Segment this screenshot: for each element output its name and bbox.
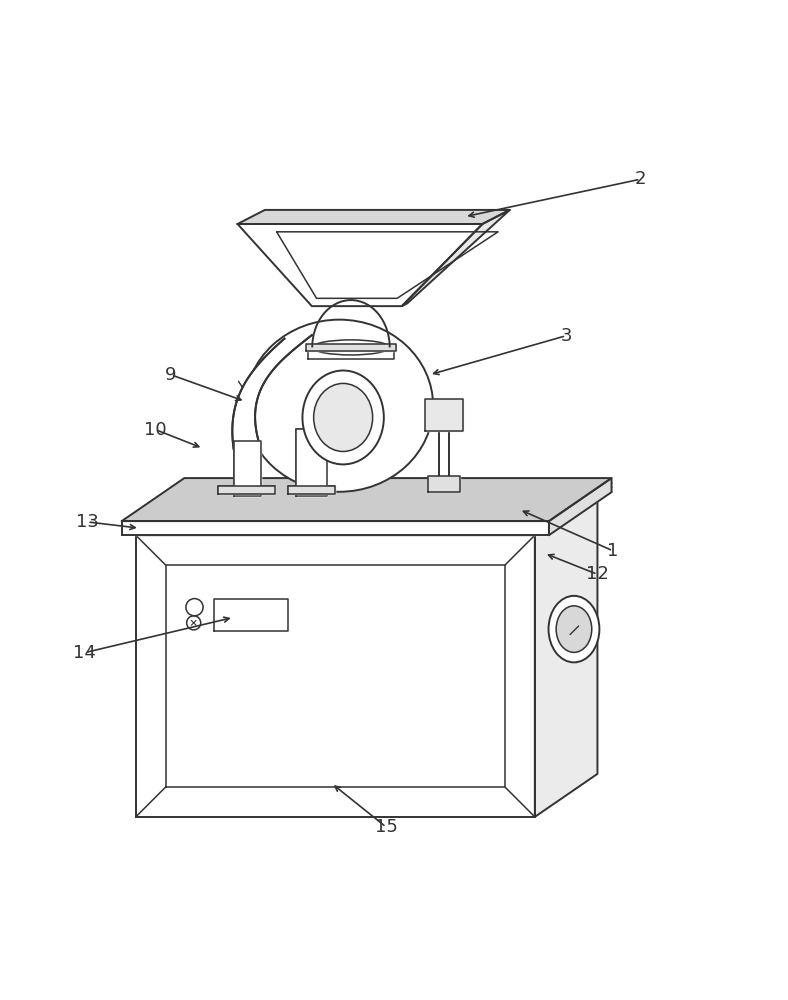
Polygon shape <box>296 429 328 496</box>
Polygon shape <box>288 486 336 494</box>
Ellipse shape <box>303 371 384 464</box>
Text: 2: 2 <box>634 170 646 188</box>
Polygon shape <box>426 399 463 431</box>
Text: 9: 9 <box>165 366 177 384</box>
Polygon shape <box>549 478 611 535</box>
Polygon shape <box>232 335 312 449</box>
Polygon shape <box>233 449 261 496</box>
Polygon shape <box>296 429 328 496</box>
Ellipse shape <box>548 596 600 662</box>
Polygon shape <box>402 210 510 306</box>
Polygon shape <box>136 492 597 535</box>
Ellipse shape <box>245 320 433 492</box>
Ellipse shape <box>314 383 373 451</box>
Polygon shape <box>288 486 336 494</box>
Text: 3: 3 <box>560 327 572 345</box>
Ellipse shape <box>312 340 390 355</box>
Polygon shape <box>306 344 396 351</box>
Polygon shape <box>308 347 394 359</box>
Polygon shape <box>237 224 482 306</box>
Text: 1: 1 <box>608 542 619 560</box>
Polygon shape <box>218 486 275 494</box>
Polygon shape <box>218 486 275 494</box>
Text: 14: 14 <box>73 644 96 662</box>
Text: 12: 12 <box>586 565 609 583</box>
Polygon shape <box>121 521 549 535</box>
Polygon shape <box>121 478 611 521</box>
Text: 10: 10 <box>144 421 167 439</box>
Polygon shape <box>136 535 535 817</box>
Text: 15: 15 <box>375 818 398 836</box>
Polygon shape <box>429 476 459 492</box>
Polygon shape <box>233 441 261 496</box>
Polygon shape <box>535 492 597 817</box>
Ellipse shape <box>556 606 592 652</box>
Polygon shape <box>237 210 510 224</box>
Text: 13: 13 <box>76 513 98 531</box>
